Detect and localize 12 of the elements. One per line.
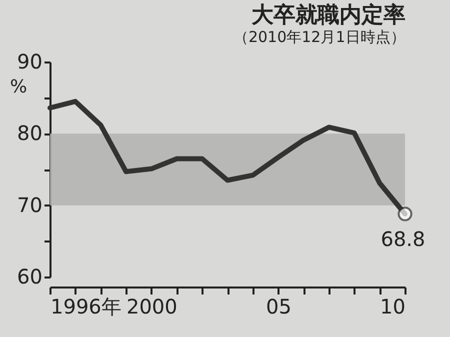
y-tick-label: 80 bbox=[17, 121, 42, 146]
x-tick-label: 2000 bbox=[126, 294, 178, 318]
y-tick-label: 70 bbox=[17, 192, 42, 217]
y-axis-title: % bbox=[10, 76, 28, 98]
chart-subtitle: （2010年12月1日時点） bbox=[233, 28, 406, 46]
chart-title: 大卒就職内定率 bbox=[251, 2, 406, 28]
x-tick-label: 10 bbox=[380, 294, 406, 318]
annotation: 68.8 bbox=[380, 226, 426, 251]
y-tick-label: 90 bbox=[17, 50, 42, 74]
y-tick-label: 60 bbox=[17, 264, 42, 288]
x-tick-label: 1996年 bbox=[50, 294, 122, 318]
x-tick-label: 05 bbox=[266, 294, 292, 318]
